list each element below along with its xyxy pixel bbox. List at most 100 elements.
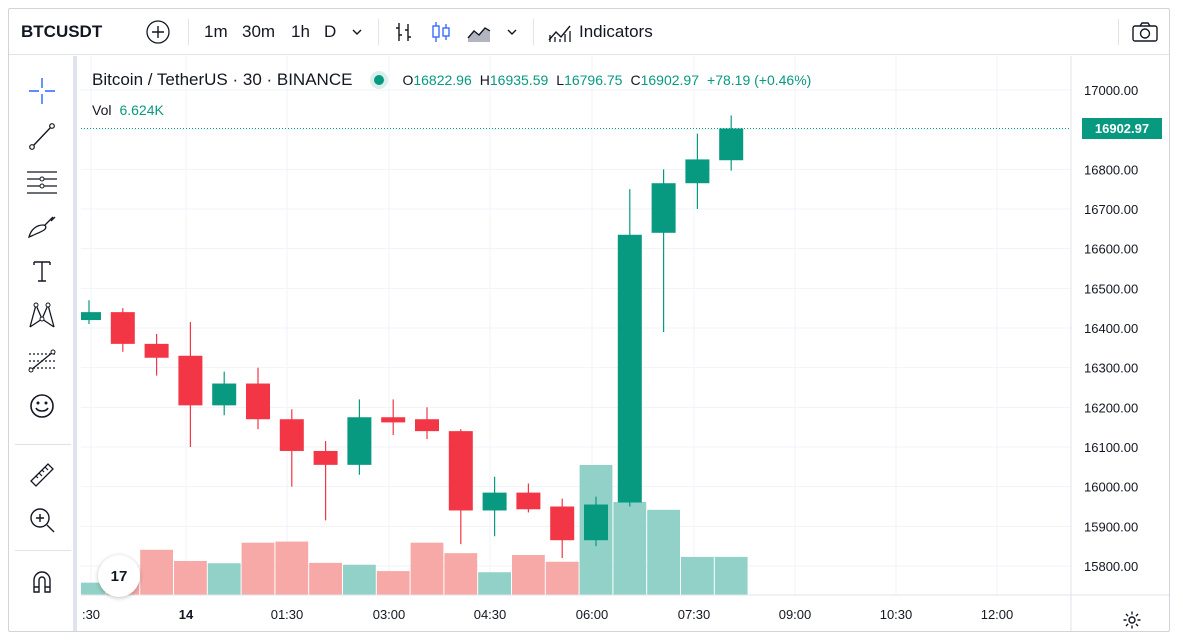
volume-bar bbox=[376, 571, 410, 595]
fib-icon[interactable] bbox=[23, 342, 61, 380]
symbol-search-button[interactable]: BTCUSDT bbox=[21, 22, 103, 41]
zoom-in-icon[interactable] bbox=[23, 501, 61, 539]
volume-bar bbox=[309, 562, 342, 595]
candle-body bbox=[81, 312, 101, 321]
volume-label: Vol bbox=[92, 102, 112, 118]
text-icon[interactable] bbox=[23, 252, 61, 290]
trend-line-icon[interactable] bbox=[23, 117, 61, 155]
add-symbol-icon[interactable] bbox=[145, 9, 171, 55]
tradingview-logo[interactable]: 17 bbox=[98, 555, 140, 597]
volume-bar bbox=[444, 553, 478, 595]
volume-bar bbox=[140, 549, 173, 595]
volume-bar bbox=[343, 564, 376, 595]
interval-chevron-down-icon[interactable] bbox=[350, 9, 364, 55]
candle-body bbox=[381, 417, 406, 423]
ruler-icon[interactable] bbox=[23, 456, 61, 494]
low-label: L bbox=[556, 72, 565, 88]
candle-body bbox=[178, 355, 203, 406]
time-tick-label: 14 bbox=[179, 607, 194, 622]
crosshair-icon[interactable] bbox=[23, 72, 61, 110]
time-tick-label: 12:00 bbox=[981, 607, 1014, 622]
emoji-icon[interactable] bbox=[23, 387, 61, 425]
indicators-icon bbox=[547, 20, 573, 44]
interval-d[interactable]: D bbox=[324, 22, 337, 41]
volume-bar bbox=[512, 555, 545, 595]
volume-legend: Vol 6.624K bbox=[92, 102, 164, 118]
candle-body bbox=[550, 506, 575, 541]
volume-value: 6.624K bbox=[119, 102, 164, 118]
open-label: O bbox=[402, 72, 414, 88]
candle-body bbox=[110, 312, 135, 344]
price-chart[interactable]: 17000.0016900.0016800.0016700.0016600.00… bbox=[81, 56, 1170, 632]
price-tick-label: 16400.00 bbox=[1084, 321, 1138, 336]
last-price-badge: 16902.97 bbox=[1082, 118, 1162, 140]
magnet-icon[interactable] bbox=[23, 562, 61, 600]
legend-ohlc: O16822.96 H16935.59 L16796.75 C16902.97 +78.… bbox=[402, 72, 819, 88]
interval-1h[interactable]: 1h bbox=[291, 22, 310, 41]
candle-body bbox=[719, 128, 744, 161]
indicators-button[interactable]: Indicators bbox=[547, 9, 653, 55]
volume-bars bbox=[81, 465, 748, 595]
candle-body bbox=[279, 419, 304, 451]
time-tick-label: :30 bbox=[82, 607, 100, 622]
time-scale: :30 14 01:30 03:00 04:30 06:00 07:30 09:00 10:30… bbox=[82, 607, 1013, 622]
interval-1m[interactable]: 1m bbox=[204, 22, 228, 41]
high-label: H bbox=[479, 72, 490, 88]
price-tick-label: 16100.00 bbox=[1084, 440, 1138, 455]
time-tick-label: 07:30 bbox=[678, 607, 711, 622]
bars-style-icon[interactable] bbox=[392, 9, 416, 55]
candle-body bbox=[482, 492, 507, 511]
price-tick-label: 16800.00 bbox=[1084, 162, 1138, 177]
price-tick-label: 15900.00 bbox=[1084, 519, 1138, 534]
time-tick-label: 10:30 bbox=[880, 607, 913, 622]
candle-body bbox=[212, 383, 237, 406]
volume-bar bbox=[410, 542, 444, 595]
price-tick-label: 15800.00 bbox=[1084, 559, 1138, 574]
volume-bar bbox=[275, 541, 309, 595]
price-tick-label: 16200.00 bbox=[1084, 400, 1138, 415]
candle-body bbox=[584, 504, 608, 541]
candle-body bbox=[347, 417, 372, 465]
time-tick-label: 09:00 bbox=[779, 607, 812, 622]
chart-grid bbox=[81, 56, 1071, 595]
interval-30m[interactable]: 30m bbox=[242, 22, 276, 41]
candles bbox=[81, 115, 744, 559]
brush-icon[interactable] bbox=[23, 207, 61, 245]
horizontal-lines-icon[interactable] bbox=[23, 162, 61, 200]
candle-body bbox=[685, 159, 710, 184]
price-scale: 17000.0016900.0016800.0016700.0016600.00… bbox=[1084, 83, 1138, 574]
volume-bar bbox=[174, 561, 207, 595]
high-value: 16935.59 bbox=[489, 72, 549, 88]
volume-bar bbox=[647, 509, 680, 595]
pattern-icon[interactable] bbox=[23, 297, 61, 335]
chart-widget: BTCUSDT 1m 30m 1h D Indicators bbox=[8, 8, 1170, 632]
area-style-icon[interactable] bbox=[466, 9, 492, 55]
camera-icon[interactable] bbox=[1131, 9, 1159, 55]
volume-bar bbox=[207, 563, 241, 595]
market-status-dot bbox=[374, 75, 385, 85]
top-toolbar: BTCUSDT 1m 30m 1h D Indicators bbox=[9, 9, 1169, 55]
candle-body bbox=[516, 492, 541, 510]
open-value: 16822.96 bbox=[413, 72, 472, 88]
time-tick-label: 04:30 bbox=[474, 607, 507, 622]
volume-bar bbox=[613, 501, 647, 595]
chart-pane[interactable]: 17000.0016900.0016800.0016700.0016600.00… bbox=[81, 56, 1170, 632]
time-tick-label: 03:00 bbox=[373, 607, 406, 622]
price-tick-label: 16500.00 bbox=[1084, 281, 1138, 296]
price-tick-label: 17000.00 bbox=[1084, 83, 1138, 98]
gear-icon[interactable] bbox=[1121, 609, 1143, 631]
volume-bar bbox=[545, 561, 579, 595]
price-tick-label: 16300.00 bbox=[1084, 361, 1138, 376]
legend-title: Bitcoin / TetherUS · 30 · BINANCE bbox=[92, 70, 353, 89]
candles-style-icon[interactable] bbox=[429, 9, 453, 55]
price-tick-label: 16000.00 bbox=[1084, 480, 1138, 495]
low-value: 16796.75 bbox=[564, 72, 623, 88]
chart-style-chevron-down-icon[interactable] bbox=[505, 9, 519, 55]
time-tick-label: 06:00 bbox=[576, 607, 609, 622]
volume-bar bbox=[241, 542, 275, 595]
change-value: +78.19 (+0.46%) bbox=[707, 72, 812, 88]
volume-bar bbox=[478, 572, 511, 595]
volume-bar bbox=[81, 582, 106, 595]
price-tick-label: 16600.00 bbox=[1084, 242, 1138, 257]
volume-bar bbox=[681, 556, 714, 595]
